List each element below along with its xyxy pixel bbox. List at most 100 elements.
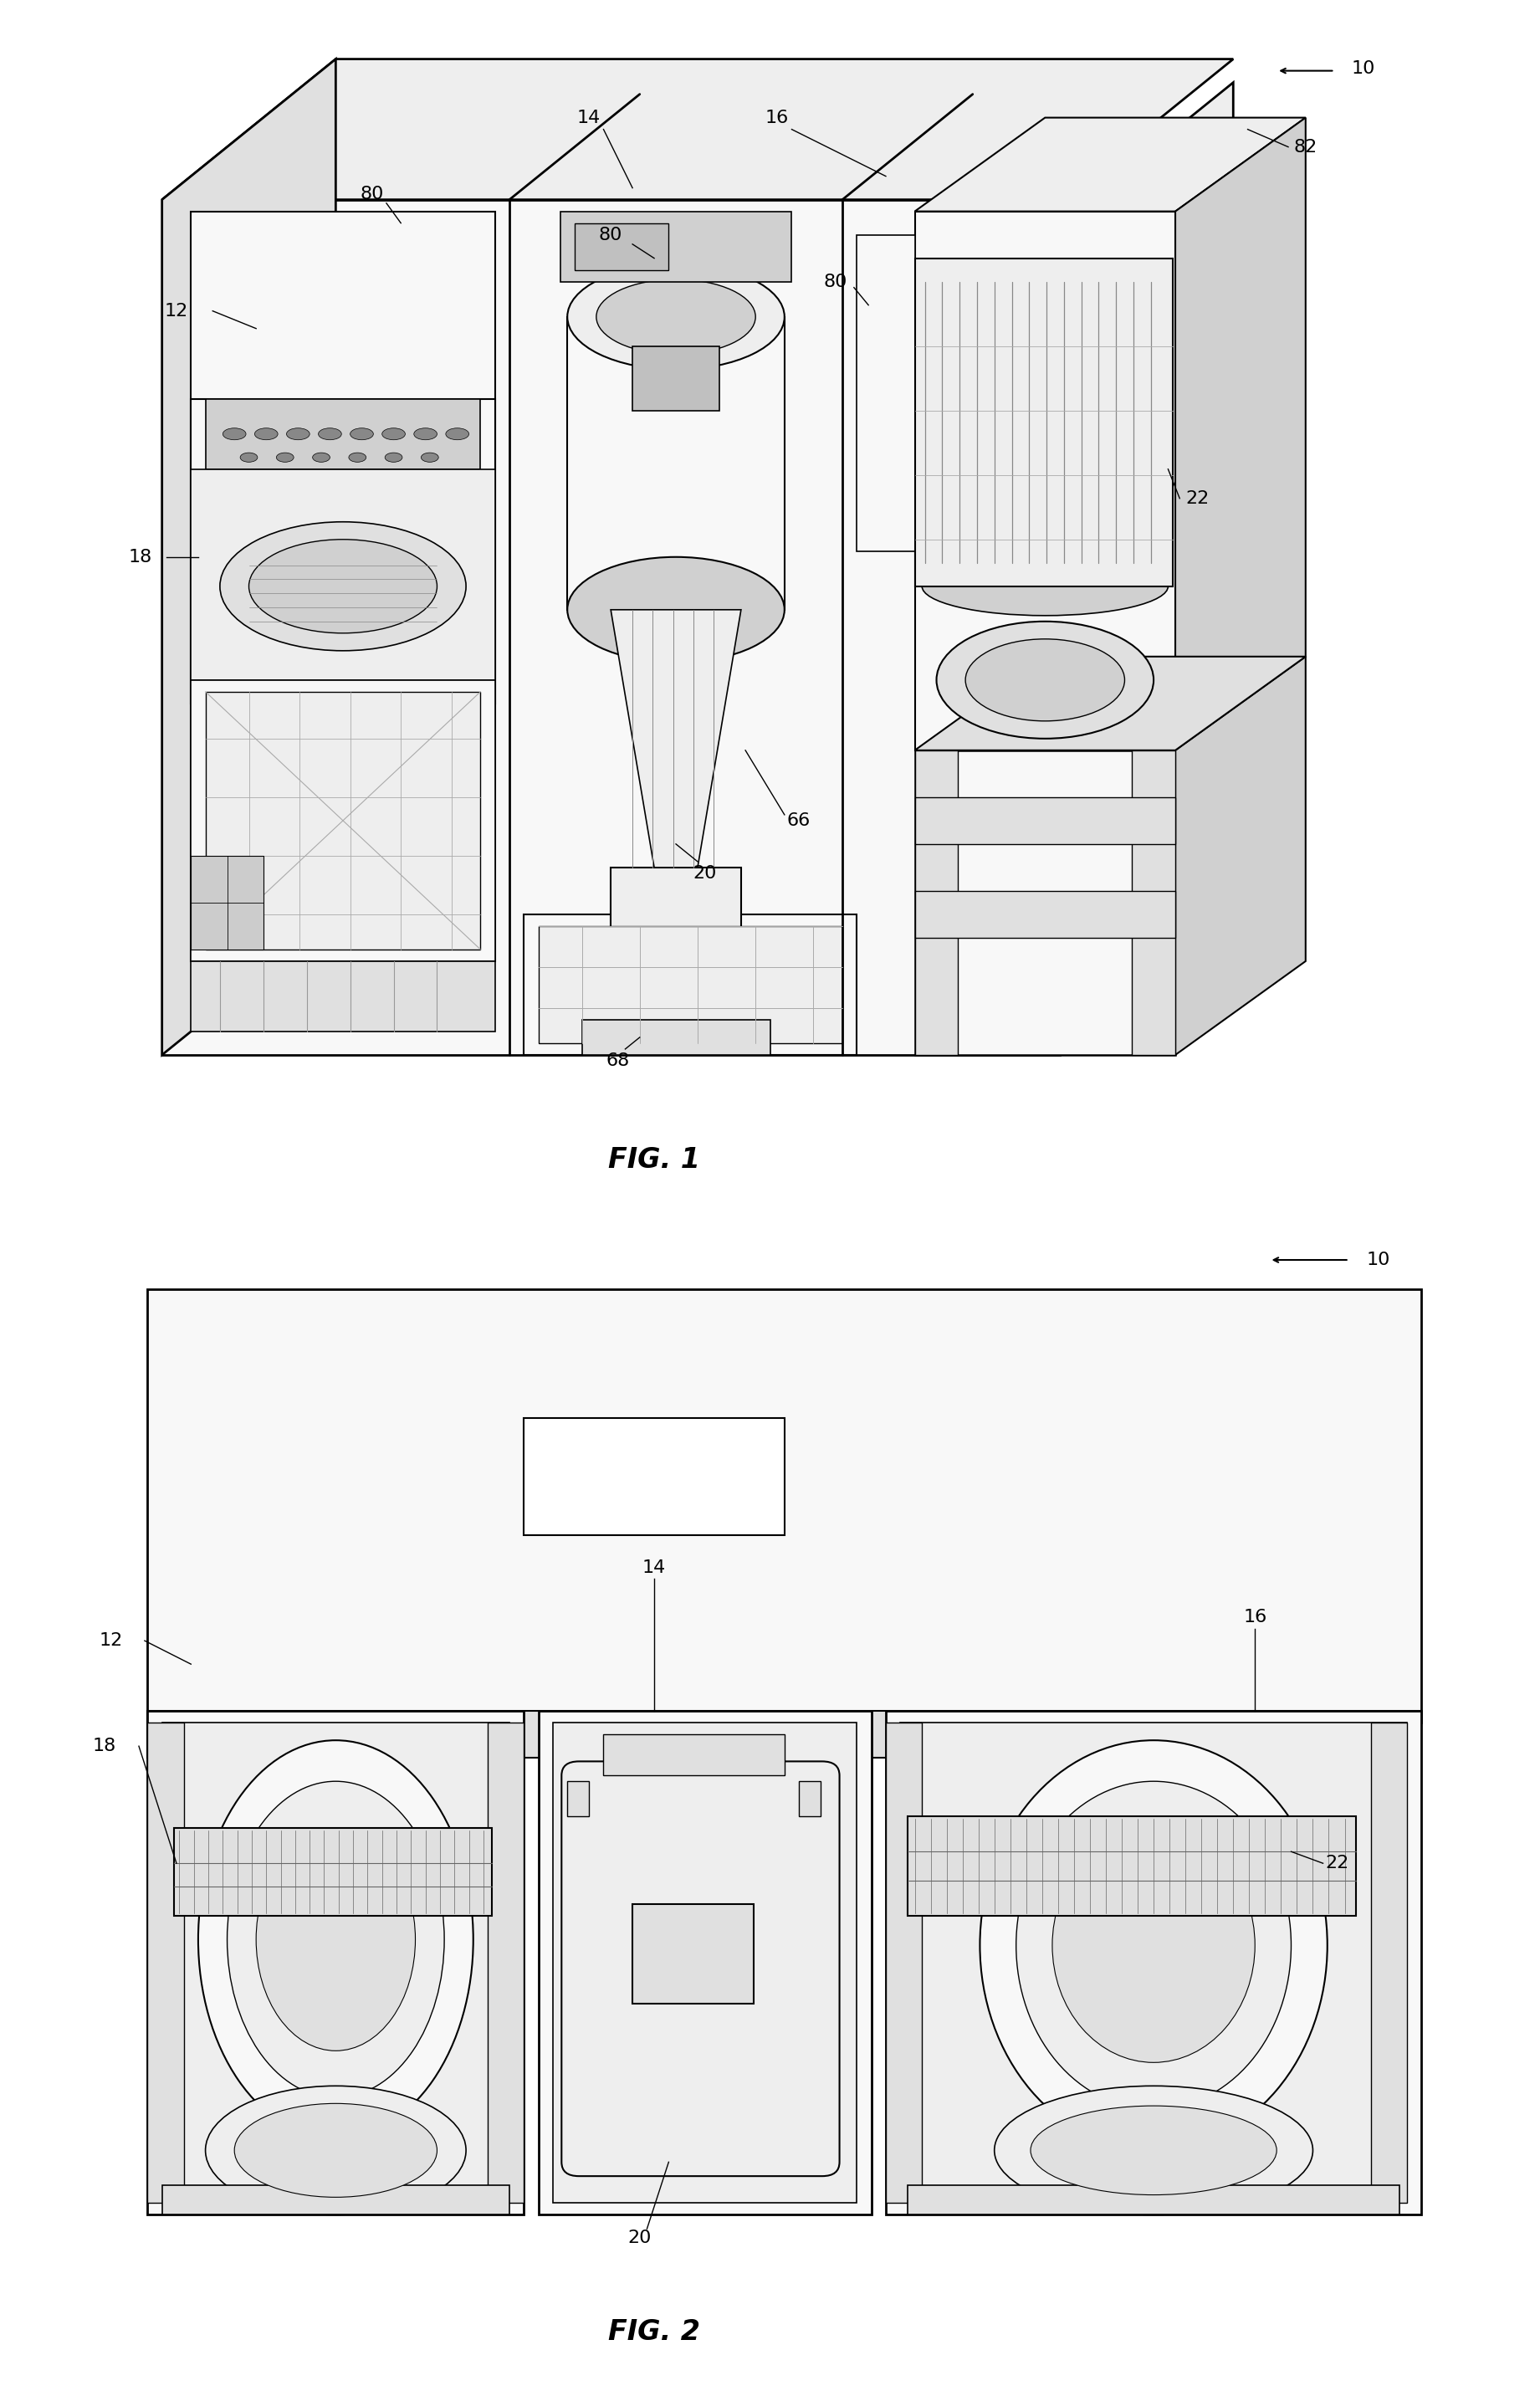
Ellipse shape: [922, 557, 1167, 614]
Text: FIG. 2: FIG. 2: [608, 2319, 701, 2346]
Bar: [1371, 1722, 1408, 2202]
Polygon shape: [915, 117, 1306, 210]
Ellipse shape: [936, 622, 1153, 739]
Polygon shape: [885, 1712, 1421, 2214]
Bar: [907, 2185, 1400, 2214]
Ellipse shape: [234, 2104, 437, 2197]
Ellipse shape: [1052, 1829, 1255, 2063]
Polygon shape: [1175, 117, 1306, 751]
Text: 10: 10: [1352, 60, 1375, 77]
Polygon shape: [148, 1712, 524, 2214]
Polygon shape: [799, 1781, 821, 1817]
Text: 20: 20: [693, 866, 716, 882]
Ellipse shape: [276, 452, 294, 461]
Bar: [885, 1722, 922, 2202]
Text: FIG. 1: FIG. 1: [608, 1148, 701, 1174]
Ellipse shape: [567, 263, 784, 371]
Polygon shape: [915, 892, 1175, 937]
Text: 20: 20: [628, 2231, 651, 2248]
Polygon shape: [1132, 751, 1175, 1054]
Ellipse shape: [966, 638, 1124, 722]
Ellipse shape: [995, 2085, 1312, 2214]
Polygon shape: [611, 868, 741, 1042]
Text: 12: 12: [165, 304, 188, 320]
Ellipse shape: [1016, 1781, 1291, 2109]
Ellipse shape: [199, 1741, 473, 2138]
Polygon shape: [205, 399, 480, 469]
Polygon shape: [162, 201, 1060, 1054]
Text: 14: 14: [642, 1559, 665, 1576]
Bar: [148, 1722, 183, 2202]
Ellipse shape: [228, 1781, 444, 2097]
Text: 80: 80: [599, 227, 622, 244]
Bar: [524, 1418, 784, 1535]
Ellipse shape: [382, 428, 405, 440]
Polygon shape: [191, 961, 494, 1031]
Polygon shape: [162, 1722, 510, 2202]
Ellipse shape: [567, 557, 784, 662]
FancyBboxPatch shape: [562, 1762, 839, 2176]
Polygon shape: [162, 60, 336, 1054]
Ellipse shape: [254, 428, 277, 440]
Polygon shape: [162, 60, 1234, 201]
Polygon shape: [915, 751, 958, 1054]
Ellipse shape: [445, 428, 468, 440]
Polygon shape: [191, 210, 494, 703]
Polygon shape: [1175, 658, 1306, 1054]
Polygon shape: [191, 679, 494, 961]
Bar: [488, 1722, 524, 2202]
Ellipse shape: [249, 540, 437, 634]
Ellipse shape: [385, 452, 402, 461]
Text: 16: 16: [765, 110, 788, 127]
Bar: [191, 856, 263, 949]
Ellipse shape: [319, 428, 342, 440]
Polygon shape: [567, 318, 784, 610]
Polygon shape: [1060, 81, 1234, 727]
Ellipse shape: [256, 1829, 416, 2051]
Polygon shape: [191, 399, 494, 961]
Ellipse shape: [348, 452, 367, 461]
Polygon shape: [539, 1712, 872, 2214]
Polygon shape: [567, 1781, 588, 1817]
Ellipse shape: [350, 428, 373, 440]
Polygon shape: [524, 913, 856, 1054]
Text: 12: 12: [100, 1633, 123, 1650]
Bar: [174, 1829, 493, 1915]
Ellipse shape: [240, 452, 257, 461]
Polygon shape: [915, 751, 1175, 1054]
Bar: [633, 1903, 755, 2004]
Polygon shape: [539, 925, 842, 1042]
Polygon shape: [915, 210, 1175, 751]
Ellipse shape: [596, 280, 756, 354]
Ellipse shape: [313, 452, 330, 461]
Polygon shape: [561, 210, 792, 282]
Bar: [633, 347, 719, 411]
Polygon shape: [915, 796, 1175, 844]
Ellipse shape: [1030, 2106, 1277, 2195]
Bar: [574, 222, 668, 270]
Text: 18: 18: [92, 1738, 116, 1755]
Ellipse shape: [223, 428, 246, 440]
Ellipse shape: [979, 1741, 1327, 2150]
Bar: [162, 2185, 510, 2214]
Text: 68: 68: [607, 1052, 630, 1069]
Ellipse shape: [220, 521, 467, 650]
Text: 82: 82: [1294, 139, 1317, 155]
Polygon shape: [582, 1019, 770, 1054]
Ellipse shape: [414, 428, 437, 440]
Bar: [148, 1712, 1421, 1757]
Ellipse shape: [286, 428, 310, 440]
Polygon shape: [191, 469, 494, 679]
Polygon shape: [553, 1722, 856, 2202]
Text: 18: 18: [128, 548, 152, 564]
Polygon shape: [856, 234, 915, 550]
Ellipse shape: [420, 452, 439, 461]
Text: 80: 80: [360, 186, 383, 203]
Text: 22: 22: [1186, 490, 1209, 507]
Text: 22: 22: [1326, 1855, 1349, 1872]
Polygon shape: [604, 1733, 784, 1777]
Polygon shape: [901, 1722, 1408, 2202]
Polygon shape: [915, 658, 1306, 751]
Text: 16: 16: [1243, 1609, 1267, 1626]
Polygon shape: [205, 691, 480, 949]
